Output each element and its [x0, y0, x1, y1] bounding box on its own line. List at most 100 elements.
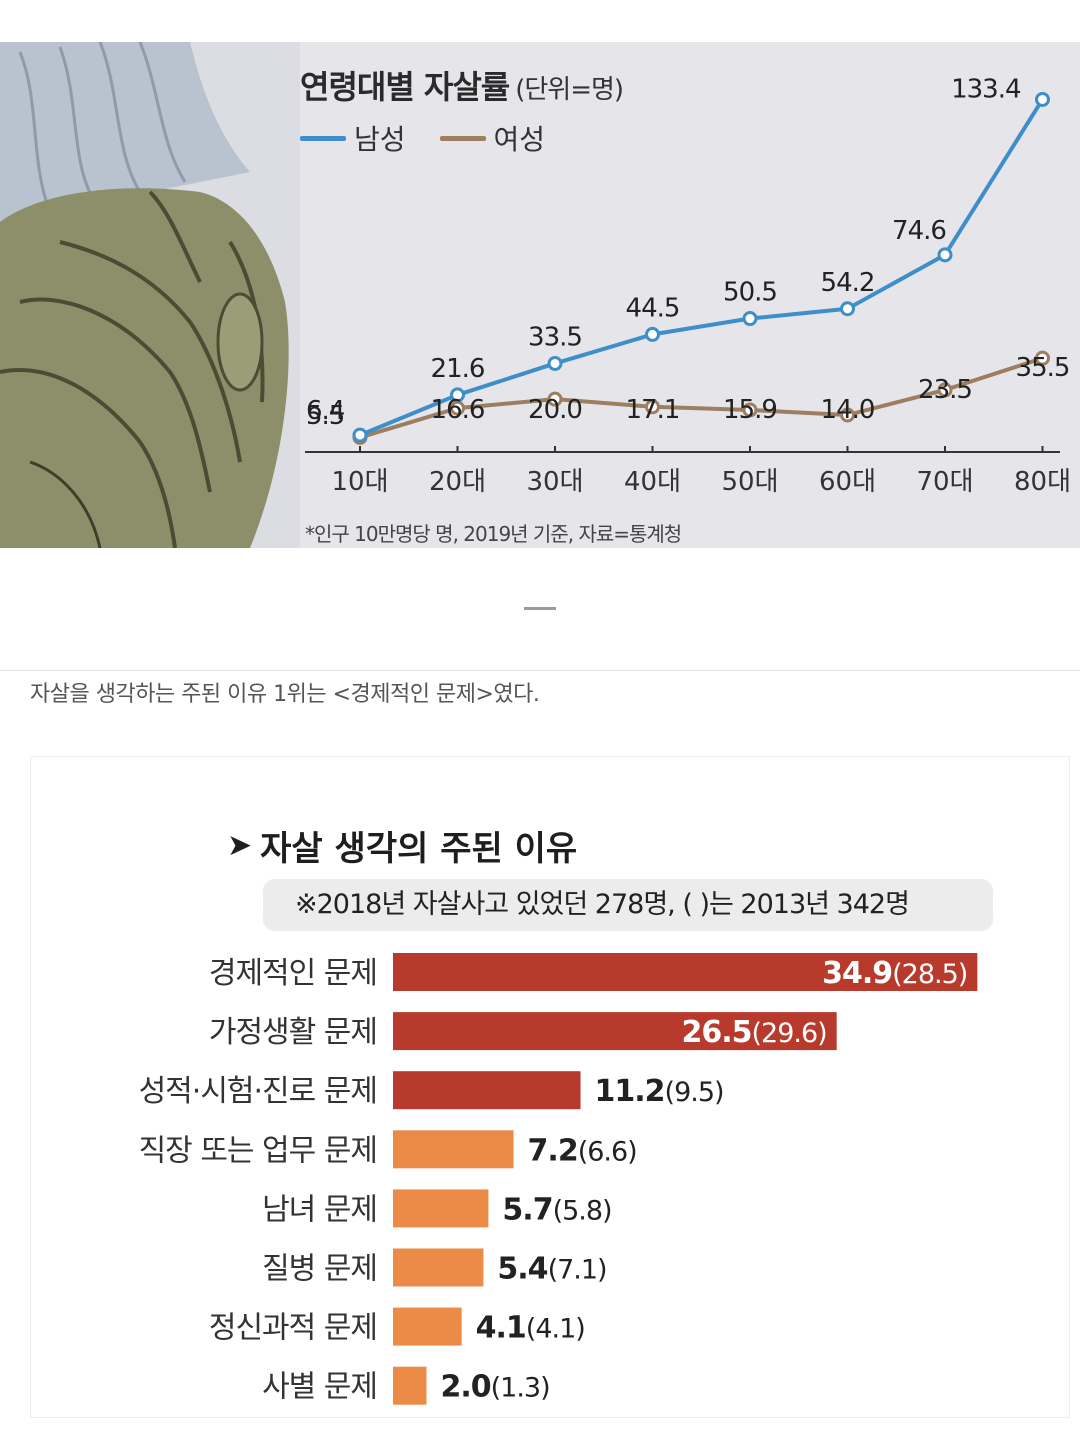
category-label: 남녀 문제 — [262, 1192, 377, 1227]
bar — [393, 1189, 489, 1228]
category-label: 가정생활 문제 — [209, 1015, 377, 1050]
value-2018: 2.0 — [440, 1370, 490, 1405]
chart-unit-label: (단위=명) — [515, 75, 624, 105]
data-label-male: 33.5 — [528, 322, 582, 352]
bar-value-label: 7.2(6.6) — [528, 1133, 637, 1168]
bar-chart-title: ➤ 자살 생각의 주된 이유 — [227, 821, 577, 870]
data-label-male: 21.6 — [431, 354, 485, 384]
bar-value-label: 4.1(4.1) — [476, 1311, 585, 1346]
bar-chart-title-text: 자살 생각의 주된 이유 — [260, 829, 578, 869]
x-tick-label: 80대 — [1014, 467, 1071, 497]
bar-value-label: 11.2(9.5) — [595, 1074, 724, 1109]
data-label-female: 17.1 — [626, 395, 680, 425]
x-tick-label: 40대 — [624, 467, 681, 497]
data-point-female — [1035, 350, 1050, 366]
illustration-hands-over-face — [0, 42, 300, 548]
bar — [393, 1130, 514, 1169]
data-point-male — [645, 326, 660, 342]
bar-value-label: 26.5(29.6) — [681, 1015, 826, 1050]
data-label-female: 35.5 — [1016, 353, 1070, 383]
data-label-male: 44.5 — [626, 293, 680, 323]
value-2018: 5.4 — [497, 1252, 547, 1287]
x-tick-label: 30대 — [526, 467, 583, 497]
category-label: 사별 문제 — [262, 1370, 377, 1405]
data-label-female: 23.5 — [918, 375, 972, 405]
data-point-male — [742, 311, 758, 327]
data-label-female: 16.6 — [431, 395, 485, 425]
bar-value-label: 5.4(7.1) — [497, 1252, 606, 1287]
category-label: 직장 또는 업무 문제 — [139, 1133, 377, 1168]
value-2013: (29.6) — [751, 1018, 826, 1049]
data-point-male — [547, 355, 563, 371]
x-tick-label: 60대 — [819, 467, 876, 497]
bar-value-label: 2.0(1.3) — [440, 1370, 549, 1405]
legend-swatch-female — [439, 135, 486, 141]
x-tick-label: 50대 — [721, 467, 778, 497]
bar-chart-note: ※2018년 자살사고 있었던 278명, ( )는 2013년 342명 — [263, 879, 993, 931]
value-2018: 34.9 — [822, 956, 892, 991]
series-line-female — [359, 356, 1044, 440]
data-label-female: 15.9 — [723, 395, 777, 425]
bar — [393, 1366, 427, 1405]
section-divider — [524, 607, 556, 610]
data-point-female — [937, 382, 953, 398]
x-tick-label: 10대 — [331, 467, 388, 497]
legend-item-female: 여성 — [439, 118, 546, 158]
value-2013: (4.1) — [526, 1314, 585, 1345]
category-label: 질병 문제 — [262, 1252, 377, 1287]
bar — [393, 953, 978, 991]
separator-line — [0, 670, 1080, 671]
value-2018: 7.2 — [528, 1133, 578, 1168]
line-chart-plot: 10대 20대 30대 40대 50대 60대 70대 80대 6.4 21.6 33.5 44.5 5… — [305, 74, 1071, 497]
bar-chart-plot: 경제적인 문제 34.9(28.5) 가정생활 문제 26.5(29.6) 성적·시험·… — [139, 953, 978, 1405]
chart-source-note: *인구 10만명당 명, 2019년 기준, 자료=통계청 — [305, 522, 682, 546]
data-point-female — [840, 407, 855, 423]
chart-title-text: 연령대별 자살률 — [300, 68, 510, 106]
chart-title: 연령대별 자살률 (단위=명) — [300, 62, 624, 108]
data-point-male — [840, 301, 855, 317]
data-label-female: 14.0 — [821, 395, 875, 425]
legend-swatch-male — [300, 135, 346, 141]
data-label-male: 50.5 — [723, 278, 777, 308]
chart-legend: 남성 여성 — [300, 118, 569, 158]
data-label-female: 5.5 — [306, 401, 344, 431]
value-2013: (1.3) — [491, 1373, 550, 1404]
bar — [393, 1248, 484, 1287]
x-tick-label: 20대 — [429, 467, 486, 497]
value-2018: 5.7 — [502, 1192, 552, 1227]
data-label-male: 54.2 — [821, 268, 875, 298]
series-line-male — [359, 98, 1045, 437]
suicide-reason-chart: ➤ 자살 생각의 주된 이유 ※2018년 자살사고 있었던 278명, ( )… — [30, 756, 1070, 1418]
value-2013: (7.1) — [548, 1255, 607, 1286]
category-label: 정신과적 문제 — [209, 1311, 377, 1346]
value-2018: 11.2 — [595, 1074, 665, 1109]
data-label-male: 74.6 — [892, 216, 946, 246]
data-point-male — [352, 427, 368, 443]
caption-text: 자살을 생각하는 주된 이유 1위는 <경제적인 문제>였다. — [30, 682, 540, 707]
category-label: 성적·시험·진로 문제 — [139, 1074, 377, 1109]
x-tick-label: 70대 — [916, 467, 973, 497]
legend-label-female: 여성 — [493, 123, 546, 156]
data-point-female — [742, 402, 758, 418]
bar — [393, 1307, 462, 1346]
data-label-female: 20.0 — [528, 395, 582, 425]
value-2013: (6.6) — [578, 1136, 637, 1167]
bar — [393, 1071, 581, 1110]
value-2013: (9.5) — [665, 1077, 724, 1108]
data-point-male — [450, 387, 465, 403]
value-2018: 4.1 — [476, 1311, 526, 1346]
data-point-female — [547, 391, 563, 407]
suicide-rate-by-age-chart: 연령대별 자살률 (단위=명) 남성 여성 10대 20대 30대 40대 50대 60대 7… — [0, 42, 1080, 548]
data-point-male — [1035, 91, 1050, 107]
legend-item-male: 남성 — [300, 118, 406, 158]
data-label-male: 6.4 — [306, 396, 345, 426]
bar-value-label: 34.9(28.5) — [822, 956, 967, 991]
value-2013: (28.5) — [892, 959, 967, 990]
bar — [393, 1012, 837, 1051]
category-label: 경제적인 문제 — [209, 956, 377, 991]
data-point-male — [937, 247, 953, 263]
value-2013: (5.8) — [553, 1195, 612, 1226]
legend-label-male: 남성 — [354, 123, 406, 156]
value-2018: 26.5 — [681, 1015, 751, 1050]
data-point-female — [645, 399, 660, 415]
